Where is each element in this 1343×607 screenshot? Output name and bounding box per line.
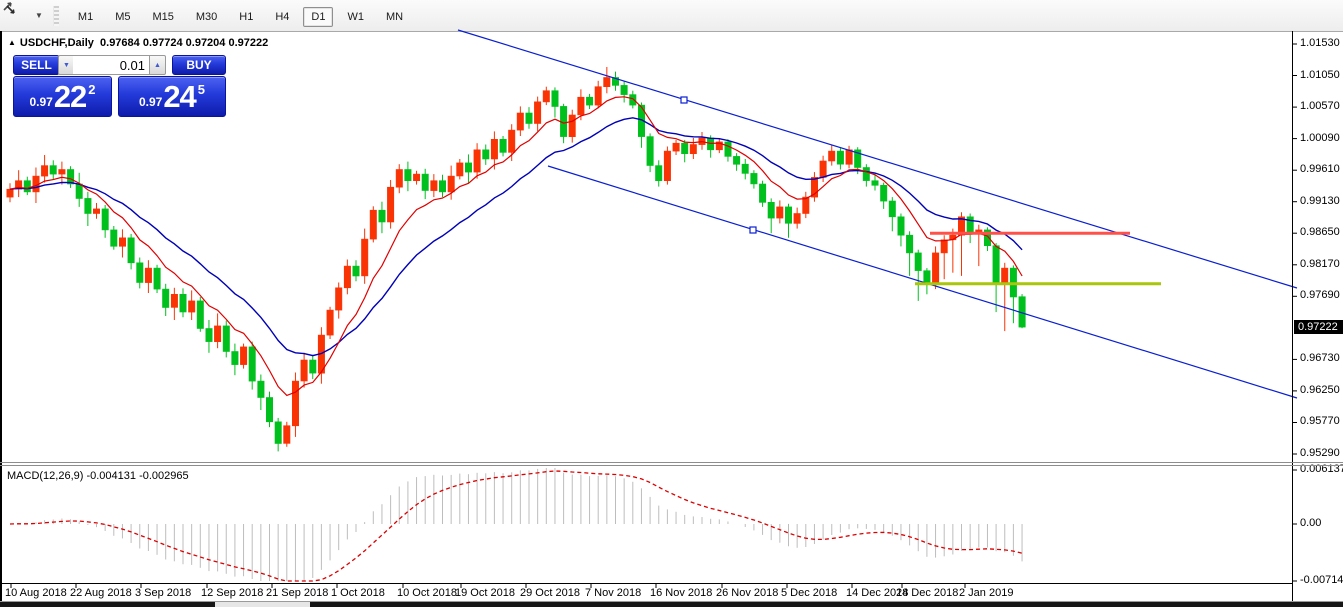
macd-indicator-label: MACD(12,26,9) -0.004131 -0.002965 xyxy=(7,470,189,482)
timeframe-button-h4[interactable]: H4 xyxy=(275,10,290,23)
macd-axis-label: 0.006137 xyxy=(1300,463,1343,475)
buy-price-big: 24 xyxy=(163,79,196,114)
caret-down-icon: ▼ xyxy=(63,61,70,69)
price-axis-label: 1.01050 xyxy=(1300,69,1340,81)
timeframe-button-m15[interactable]: M15 xyxy=(152,10,174,23)
price-axis-label: 1.01530 xyxy=(1300,37,1340,49)
timeframe-button-m5[interactable]: M5 xyxy=(115,10,131,23)
price-axis-label: 0.95770 xyxy=(1300,415,1340,427)
timeframe-button-m1[interactable]: M1 xyxy=(77,10,94,23)
time-axis-label: 16 Nov 2018 xyxy=(650,587,713,599)
time-axis-label: 12 Sep 2018 xyxy=(201,587,264,599)
buy-price-pip: 5 xyxy=(197,82,206,97)
time-axis-label: 10 Oct 2018 xyxy=(397,587,457,599)
price-axis-label: 0.97690 xyxy=(1300,289,1340,301)
buy-button[interactable]: BUY xyxy=(172,55,226,75)
window-left-border xyxy=(0,31,2,602)
timeframe-toolbar: ▼ M1 M5 M15 M30 H1 H4 D1 W1 MN xyxy=(0,0,1343,32)
time-axis-label: 14 Dec 2018 xyxy=(846,587,909,599)
time-axis-label: 3 Sep 2018 xyxy=(135,587,192,599)
timeframe-button-m30[interactable]: M30 xyxy=(195,10,218,23)
symbol-name: USDCHF,Daily xyxy=(19,37,94,49)
time-axis-label: 5 Dec 2018 xyxy=(781,587,838,599)
timeframe-button-h1[interactable]: H1 xyxy=(239,10,254,23)
time-axis-label: 21 Sep 2018 xyxy=(266,587,329,599)
volume-input[interactable] xyxy=(73,55,149,75)
sell-button[interactable]: SELL xyxy=(13,55,60,75)
price-axis-label: 0.99610 xyxy=(1300,163,1340,175)
time-axis-label: 24 Dec 2018 xyxy=(896,587,959,599)
symbol-ohlc-values: 0.97684 0.97724 0.97204 0.97222 xyxy=(100,37,269,49)
time-axis-label: 29 Oct 2018 xyxy=(520,587,580,599)
chart-swap-arrows-icon xyxy=(3,2,15,14)
time-axis-label: 10 Aug 2018 xyxy=(5,587,67,599)
panel-separator-bottom[interactable] xyxy=(0,465,1343,466)
price-axis-label: 0.98650 xyxy=(1300,226,1340,238)
time-axis-label: 7 Nov 2018 xyxy=(585,587,642,599)
price-axis-label: 1.00090 xyxy=(1300,132,1340,144)
panel-separator-top[interactable] xyxy=(0,462,1343,463)
timeframe-button-w1[interactable]: W1 xyxy=(347,10,364,23)
macd-axis-label: 0.00 xyxy=(1300,517,1322,529)
time-axis-label: 22 Aug 2018 xyxy=(70,587,132,599)
symbol-info-line: ▲ USDCHF,Daily 0.97684 0.97724 0.97204 0.… xyxy=(8,37,268,49)
timeframe-button-mn[interactable]: MN xyxy=(385,10,404,23)
macd-axis-label: -0.007142 xyxy=(1300,574,1343,586)
sell-price-big: 22 xyxy=(53,79,87,114)
timeframe-button-d1[interactable]: D1 xyxy=(303,6,334,27)
sell-price-box[interactable]: 0.97 22 2 xyxy=(13,76,112,117)
buy-price-base: 0.97 xyxy=(138,95,163,109)
buy-price-box[interactable]: 0.97 24 5 xyxy=(118,76,226,117)
chart-dropdown-caret-icon[interactable]: ▼ xyxy=(35,11,43,20)
time-axis-label: 26 Nov 2018 xyxy=(716,587,779,599)
timeframe-buttons: M1 M5 M15 M30 H1 H4 D1 W1 MN xyxy=(67,6,414,27)
scrollbar-thumb[interactable] xyxy=(215,602,310,607)
caret-up-icon: ▲ xyxy=(154,61,161,69)
chart-swap-arrows-icon[interactable] xyxy=(3,2,31,26)
sell-price-pip: 2 xyxy=(88,82,96,97)
time-axis-label: 1 Oct 2018 xyxy=(331,587,385,599)
time-axis-label: 2 Jan 2019 xyxy=(959,587,1014,599)
time-axis-label: 19 Oct 2018 xyxy=(455,587,515,599)
sell-price-base: 0.97 xyxy=(29,95,53,109)
horizontal-scrollbar[interactable] xyxy=(0,602,1343,607)
price-axis-label: 0.98170 xyxy=(1300,258,1340,270)
volume-increase-button[interactable]: ▲ xyxy=(149,55,166,75)
price-axis-label: 0.96250 xyxy=(1300,384,1340,396)
price-axis-label: 0.96730 xyxy=(1300,352,1340,364)
collapse-triangle-icon[interactable]: ▲ xyxy=(8,38,16,47)
toolbar-grip-handle[interactable] xyxy=(52,5,59,26)
current-price-tag: 0.97222 xyxy=(1294,320,1343,334)
price-axis-label: 0.95290 xyxy=(1300,447,1340,459)
price-axis-label: 1.00570 xyxy=(1300,100,1340,112)
price-axis-label: 0.99130 xyxy=(1300,195,1340,207)
bottom-border xyxy=(0,601,1343,602)
